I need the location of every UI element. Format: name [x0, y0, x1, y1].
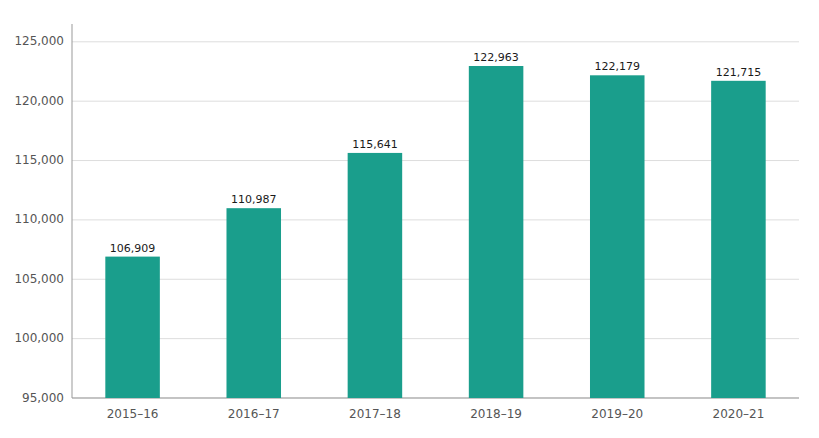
- data-labels: 106,909 110,987 115,641 122,963 122,179 121,7…: [110, 51, 761, 255]
- grid-line: [72, 101, 799, 102]
- bar: [469, 66, 524, 398]
- y-tick-label: 105,000: [14, 272, 64, 286]
- bars: [105, 66, 765, 398]
- data-label: 106,909: [110, 242, 156, 255]
- chart-svg: 95,000 100,000 105,000 110,000 115,000 120,00…: [0, 0, 819, 438]
- x-axis-line: [72, 398, 799, 399]
- data-label: 122,963: [473, 51, 519, 64]
- grid-line: [72, 398, 799, 399]
- y-axis-line: [72, 24, 73, 398]
- y-tick-label: 110,000: [14, 212, 64, 226]
- chart-container: 95,000 100,000 105,000 110,000 115,000 120,00…: [0, 0, 819, 438]
- x-tick-label: 2019–20: [591, 407, 643, 421]
- y-tick-label: 125,000: [14, 34, 64, 48]
- data-label: 110,987: [231, 193, 277, 206]
- x-tick-label: 2018–19: [470, 407, 522, 421]
- bar: [590, 75, 645, 398]
- y-tick-label: 100,000: [14, 331, 64, 345]
- data-label: 115,641: [352, 138, 398, 151]
- grid-line: [72, 41, 799, 42]
- data-label: 121,715: [716, 66, 762, 79]
- grid-line: [72, 279, 799, 280]
- y-axis: 95,000 100,000 105,000 110,000 115,000 120,00…: [14, 24, 799, 405]
- grid-line: [72, 160, 799, 161]
- x-tick-label: 2015–16: [107, 407, 159, 421]
- x-tick-label: 2016–17: [228, 407, 280, 421]
- bar: [348, 153, 403, 398]
- y-tick-label: 115,000: [14, 153, 64, 167]
- y-tick-label: 95,000: [22, 391, 64, 405]
- x-tick-label: 2017–18: [349, 407, 401, 421]
- data-label: 122,179: [595, 60, 641, 73]
- y-tick-label: 120,000: [14, 94, 64, 108]
- x-axis: 2015–16 2016–17 2017–18 2018–19 2019–20 2020–…: [107, 407, 765, 421]
- bar: [226, 208, 281, 398]
- grid-line: [72, 338, 799, 339]
- grid: [72, 42, 799, 398]
- x-tick-label: 2020–21: [713, 407, 765, 421]
- bar: [105, 257, 160, 398]
- grid-line: [72, 219, 799, 220]
- bar: [711, 81, 766, 398]
